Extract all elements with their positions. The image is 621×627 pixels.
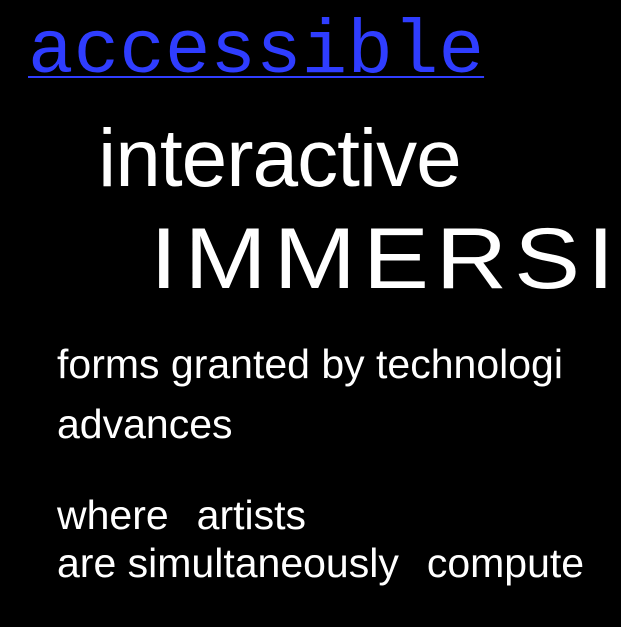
phrase-line: where artists — [57, 495, 306, 536]
word: where — [57, 492, 169, 538]
word: compute — [426, 540, 585, 586]
paragraph-line: forms granted by technologi — [57, 341, 563, 387]
link[interactable]: accessible — [28, 9, 485, 95]
paragraph-line: advances — [57, 401, 233, 447]
word: artists — [196, 492, 307, 538]
heading: interactive — [98, 113, 462, 204]
phrase-line: are simultaneously compute — [57, 543, 584, 584]
display-text: IMMERSIVE — [150, 211, 621, 307]
word: are simultaneously — [57, 540, 399, 586]
